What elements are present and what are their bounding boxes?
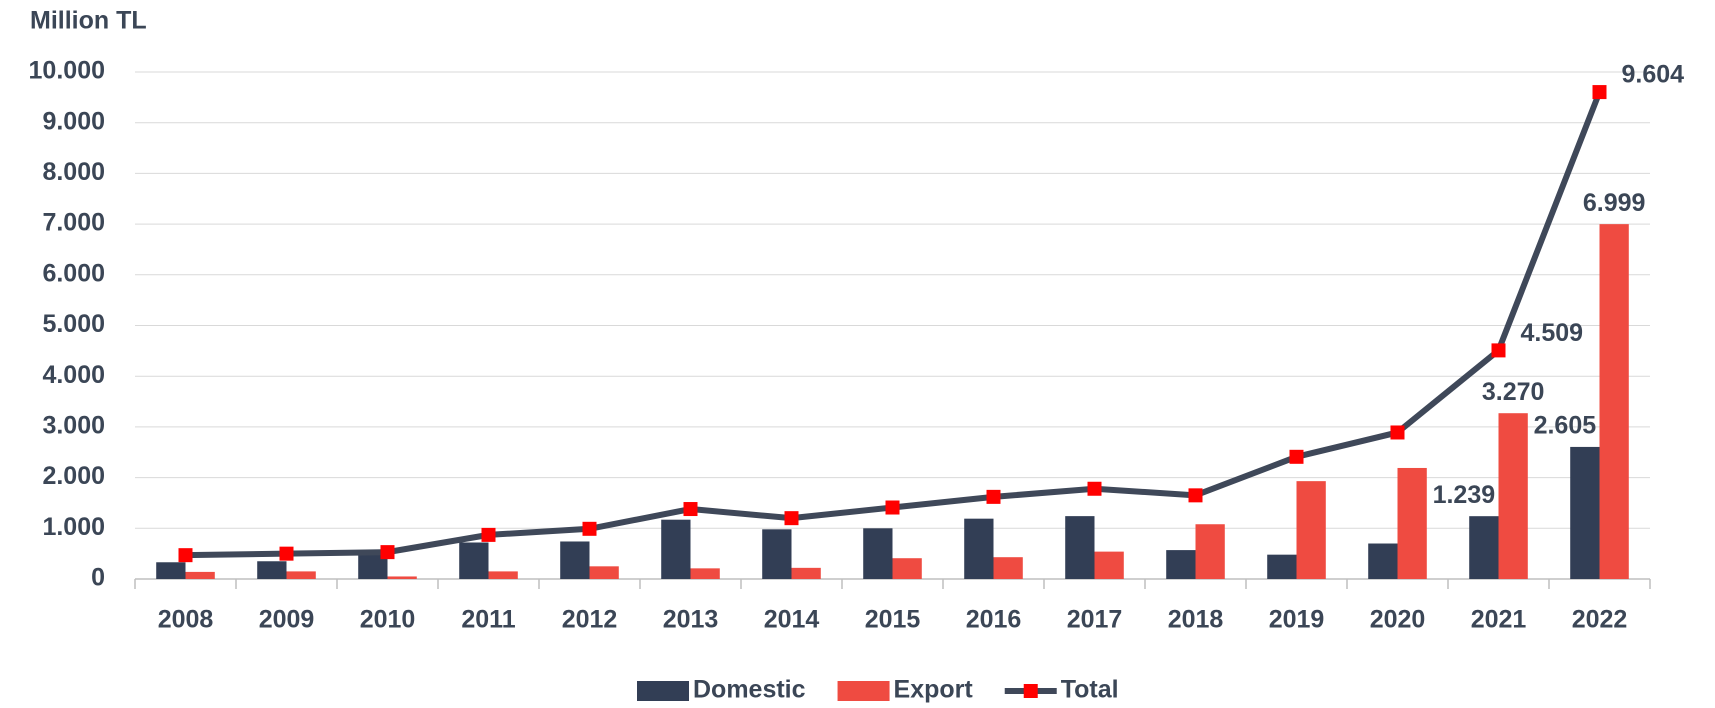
x-tick-label: 2009	[259, 606, 315, 634]
x-tick-label: 2022	[1572, 606, 1628, 634]
x-tick-label: 2016	[966, 606, 1022, 634]
x-tick-label: 2014	[764, 606, 820, 634]
y-tick-label: 6.000	[42, 259, 105, 287]
y-tick-label: 10.000	[29, 57, 105, 85]
bar	[964, 518, 994, 579]
x-tick-label: 2018	[1168, 606, 1224, 634]
y-tick-label: 8.000	[42, 158, 105, 186]
marker	[582, 521, 597, 536]
bar	[762, 529, 792, 579]
x-tick-label: 2020	[1370, 606, 1426, 634]
marker	[279, 546, 294, 561]
bar	[1570, 446, 1600, 579]
x-tick-label: 2011	[461, 606, 515, 634]
bar	[1469, 516, 1499, 579]
data-label: 3.270	[1482, 378, 1545, 406]
marker	[1592, 85, 1607, 100]
bar	[1065, 516, 1095, 579]
bar	[993, 557, 1023, 579]
bar	[690, 568, 720, 579]
line	[185, 90, 1603, 559]
y-tick-label: 9.000	[42, 107, 105, 135]
legend-swatch	[1023, 684, 1038, 698]
bar	[1296, 481, 1326, 579]
marker	[1087, 481, 1102, 496]
legend-swatch	[637, 681, 689, 701]
bar	[1195, 524, 1225, 579]
bar	[459, 542, 489, 579]
bar	[661, 519, 691, 579]
y-tick-label: 5.000	[42, 310, 105, 338]
x-tick-label: 2021	[1471, 606, 1527, 634]
y-tick-label: 1.000	[42, 513, 105, 541]
bar	[863, 528, 893, 579]
marker	[380, 545, 395, 560]
data-label: 1.239	[1433, 481, 1496, 509]
marker	[885, 500, 900, 515]
data-label: 6.999	[1583, 189, 1646, 217]
x-tick-label: 2008	[158, 606, 214, 634]
marker	[178, 548, 193, 563]
bar	[1267, 554, 1297, 579]
x-tick-label: 2013	[663, 606, 719, 634]
legend-swatch	[837, 681, 890, 701]
bar	[185, 571, 215, 579]
y-tick-label: 0	[91, 564, 105, 592]
x-tick-label: 2017	[1067, 606, 1123, 634]
bar	[1599, 224, 1629, 579]
bar	[1397, 467, 1427, 579]
bar	[1368, 543, 1398, 579]
legend-label: Total	[1061, 676, 1119, 704]
y-axis-label: Million TL	[30, 7, 147, 35]
bar	[1166, 550, 1196, 579]
bar	[156, 562, 186, 579]
marker	[481, 527, 496, 542]
data-label: 9.604	[1622, 61, 1685, 89]
bar	[1498, 413, 1528, 579]
bar	[1094, 551, 1124, 579]
bar	[257, 561, 287, 579]
marker	[1491, 343, 1506, 358]
marker	[1188, 488, 1203, 503]
x-tick-label: 2015	[865, 606, 921, 634]
data-label: 4.509	[1521, 319, 1584, 347]
bar	[560, 541, 590, 579]
bar	[791, 567, 821, 579]
marker	[683, 502, 698, 517]
y-tick-label: 7.000	[42, 209, 105, 237]
bar	[387, 576, 417, 579]
legend-label: Domestic	[693, 676, 806, 704]
bar	[892, 558, 922, 579]
marker	[986, 489, 1001, 504]
x-tick-label: 2012	[562, 606, 618, 634]
bar	[286, 571, 316, 579]
marker	[1390, 425, 1405, 440]
data-label: 2.605	[1534, 412, 1597, 440]
x-tick-label: 2010	[360, 606, 416, 634]
y-tick-label: 3.000	[42, 412, 105, 440]
marker	[784, 511, 799, 526]
x-tick-label: 2019	[1269, 606, 1325, 634]
y-tick-label: 4.000	[42, 361, 105, 389]
legend-label: Export	[894, 676, 974, 704]
y-tick-label: 2.000	[42, 462, 105, 490]
marker	[1289, 449, 1304, 464]
bar	[589, 566, 619, 579]
bar	[488, 571, 518, 579]
